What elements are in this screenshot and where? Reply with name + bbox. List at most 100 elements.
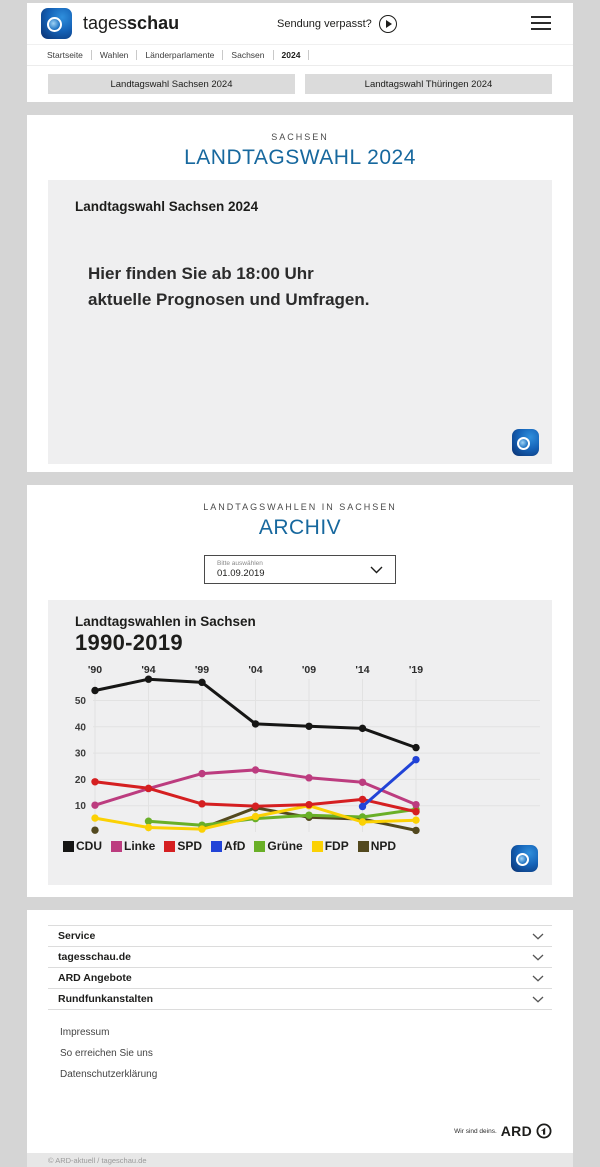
election-section: SACHSEN LANDTAGSWAHL 2024 Landtagswahl S… bbox=[27, 115, 573, 472]
ard-claim: Wir sind deins. bbox=[454, 1127, 497, 1135]
tagesschau-app-icon bbox=[511, 845, 538, 872]
section-gap-2 bbox=[0, 472, 600, 485]
point-SPD-'19 bbox=[412, 808, 420, 816]
election-tab-0[interactable]: Landtagswahl Sachsen 2024 bbox=[48, 74, 295, 94]
footer-accordion-1[interactable]: tagesschau.de bbox=[48, 947, 552, 968]
chevron-down-icon bbox=[532, 975, 544, 982]
breadcrumb-item-wahlen[interactable]: Wahlen bbox=[92, 50, 138, 60]
tagesschau-logo-icon[interactable] bbox=[41, 8, 72, 39]
legend-item-CDU: CDU bbox=[63, 839, 102, 853]
missed-broadcast-link[interactable]: Sendung verpasst? bbox=[277, 3, 397, 44]
chart-legend: CDU Linke SPD AfD Grüne FDP NPD bbox=[63, 839, 552, 853]
chart-title: Landtagswahlen in Sachsen bbox=[75, 614, 256, 629]
chevron-down-icon bbox=[532, 954, 544, 961]
point-Grüne-'09 bbox=[305, 811, 313, 819]
election-teaser-panel: Landtagswahl Sachsen 2024 Hier finden Si… bbox=[48, 180, 552, 464]
teaser-message-line2: aktuelle Prognosen und Umfragen. bbox=[88, 290, 370, 309]
globe-icon bbox=[516, 853, 529, 866]
point-FDP-'04 bbox=[251, 812, 260, 821]
header-logo-row: tagesschau Sendung verpasst? bbox=[27, 3, 573, 44]
point-AfD-'14 bbox=[358, 802, 367, 811]
footer-link-1[interactable]: So erreichen Sie uns bbox=[60, 1048, 153, 1059]
breadcrumb-divider bbox=[27, 65, 573, 66]
chevron-down-icon bbox=[532, 933, 544, 940]
legend-item-Grüne: Grüne bbox=[254, 839, 303, 853]
point-Grüne-'94 bbox=[144, 817, 153, 825]
footer-link-2[interactable]: Datenschutzerklärung bbox=[60, 1069, 158, 1080]
play-icon[interactable] bbox=[378, 14, 397, 33]
breadcrumb-item-sachsen[interactable]: Sachsen bbox=[223, 50, 274, 60]
footer-accordion-0[interactable]: Service bbox=[48, 926, 552, 947]
y-tick-label-10: 10 bbox=[75, 801, 87, 812]
x-tick-label-1: '94 bbox=[141, 664, 155, 676]
globe-icon bbox=[47, 17, 62, 32]
legend-item-NPD: NPD bbox=[357, 839, 396, 853]
point-Linke-'09 bbox=[305, 774, 313, 782]
point-Linke-'99 bbox=[198, 769, 206, 778]
hamburger-menu-icon[interactable] bbox=[531, 16, 551, 30]
election-tab-1[interactable]: Landtagswahl Thüringen 2024 bbox=[305, 74, 552, 94]
tagesschau-wordmark[interactable]: tagesschau bbox=[83, 13, 179, 34]
teaser-title: Landtagswahl Sachsen 2024 bbox=[75, 199, 259, 214]
legend-item-FDP: FDP bbox=[311, 839, 349, 853]
x-tick-label-3: '04 bbox=[248, 664, 262, 676]
point-CDU-'19 bbox=[412, 743, 420, 752]
teaser-message: Hier finden Sie ab 18:00 Uhr aktuelle Pr… bbox=[48, 261, 552, 313]
point-FDP-'99 bbox=[198, 825, 206, 833]
wordmark-bold: schau bbox=[127, 13, 180, 33]
breadcrumb-item-länderparlamente[interactable]: Länderparlamente bbox=[137, 50, 224, 60]
ard-wordmark: ARD bbox=[500, 1123, 532, 1139]
archive-section: LANDTAGSWAHLEN IN SACHSEN ARCHIV Bitte a… bbox=[27, 485, 573, 897]
point-SPD-'09 bbox=[305, 800, 313, 809]
legend-swatch-NPD bbox=[357, 840, 369, 852]
point-CDU-'04 bbox=[251, 720, 260, 728]
point-CDU-'90 bbox=[91, 686, 99, 695]
x-tick-label-4: '09 bbox=[302, 664, 316, 676]
y-tick-label-30: 30 bbox=[75, 749, 87, 760]
footer-link-0[interactable]: Impressum bbox=[60, 1027, 110, 1038]
point-SPD-'14 bbox=[358, 795, 367, 804]
archive-title: ARCHIV bbox=[258, 516, 342, 539]
archive-chart-panel: Landtagswahlen in Sachsen 1990-2019 10 20… bbox=[48, 600, 552, 885]
x-tick-label-2: '99 bbox=[195, 664, 209, 676]
breadcrumb-item-2024[interactable]: 2024 bbox=[274, 50, 310, 60]
point-Linke-'04 bbox=[251, 766, 260, 774]
chevron-down-icon bbox=[532, 996, 544, 1003]
ard-brand: Wir sind deins. ARD bbox=[454, 1123, 552, 1139]
legend-label-FDP: FDP bbox=[324, 839, 349, 853]
x-tick-label-6: '19 bbox=[409, 664, 423, 676]
tagesschau-app-icon bbox=[512, 429, 539, 456]
point-AfD-'19 bbox=[412, 755, 420, 764]
select-value: 01.09.2019 bbox=[217, 568, 265, 579]
legend-swatch-FDP bbox=[311, 840, 323, 852]
election-title: LANDTAGSWAHL 2024 bbox=[184, 146, 416, 169]
missed-broadcast-label: Sendung verpasst? bbox=[277, 17, 372, 30]
footer-accordion-3[interactable]: Rundfunkanstalten bbox=[48, 989, 552, 1010]
point-Linke-'19 bbox=[412, 800, 420, 809]
legend-label-CDU: CDU bbox=[76, 839, 102, 853]
play-triangle bbox=[385, 19, 392, 28]
legend-label-Grüne: Grüne bbox=[267, 839, 303, 853]
chevron-down-icon bbox=[370, 566, 383, 574]
footer-accordion-label: Service bbox=[58, 930, 96, 942]
footer-accordion-2[interactable]: ARD Angebote bbox=[48, 968, 552, 989]
section-gap-1 bbox=[0, 102, 600, 115]
copyright-text: © ARD-aktuell / tageschau.de bbox=[48, 1155, 147, 1165]
point-SPD-'99 bbox=[198, 800, 206, 808]
footer-accordions: Service tagesschau.de ARD Angebote Rundfunk… bbox=[48, 925, 552, 1010]
teaser-message-line1: Hier finden Sie ab 18:00 Uhr bbox=[88, 264, 314, 283]
point-CDU-'94 bbox=[144, 675, 153, 683]
point-FDP-'14 bbox=[358, 818, 367, 826]
point-FDP-'19 bbox=[412, 816, 420, 824]
legend-item-Linke: Linke bbox=[111, 839, 155, 853]
breadcrumb: Startseite Wahlen Länderparlamente Sachsen 2… bbox=[27, 44, 573, 65]
header: tagesschau Sendung verpasst? Startseite W… bbox=[27, 3, 573, 102]
breadcrumb-item-startseite[interactable]: Startseite bbox=[47, 50, 92, 60]
archive-date-select[interactable]: Bitte auswählen 01.09.2019 bbox=[204, 555, 396, 584]
point-SPD-'04 bbox=[251, 802, 260, 810]
legend-item-SPD: SPD bbox=[164, 839, 202, 853]
point-SPD-'94 bbox=[144, 784, 153, 793]
chart-subtitle: 1990-2019 bbox=[75, 630, 183, 655]
legend-swatch-SPD bbox=[164, 840, 176, 852]
legend-swatch-AfD bbox=[211, 840, 223, 852]
